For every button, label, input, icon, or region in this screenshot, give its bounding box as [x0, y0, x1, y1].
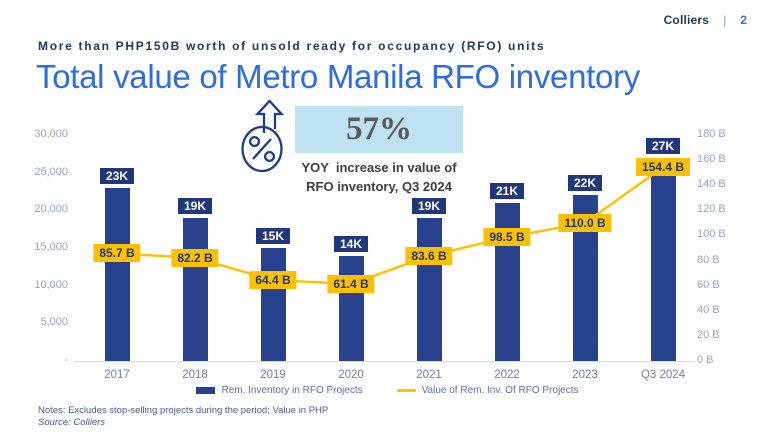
- line-point-label: 85.7 B: [93, 244, 141, 263]
- legend-bar-label: Rem. Inventory in RFO Projects: [221, 385, 363, 396]
- bar: [650, 157, 676, 361]
- left-axis-tick: 15,000: [34, 241, 68, 253]
- bar-value-label: 15K: [253, 226, 293, 246]
- x-axis-label: Q3 2024: [640, 369, 686, 381]
- up-arrow-outline: [254, 99, 285, 133]
- percent-dot-bottom: [263, 150, 276, 163]
- percent-dot-top: [248, 135, 261, 148]
- notes-line: Notes: Excludes stop-selling projects du…: [38, 405, 329, 416]
- header-separator: |: [723, 13, 727, 27]
- bar: [494, 202, 520, 361]
- right-axis-tick: 0 B: [697, 354, 714, 366]
- left-axis-tick: -: [64, 354, 68, 366]
- line-point-label: 110.0 B: [558, 213, 612, 232]
- slide-title: Total value of Metro Manila RFO inventor…: [36, 58, 640, 95]
- x-axis-line: [74, 361, 695, 362]
- x-axis-label: 2022: [494, 369, 520, 381]
- legend-bar-swatch: [196, 387, 216, 394]
- bar-value-label: 23K: [97, 165, 137, 186]
- line-point-label: 82.2 B: [171, 248, 219, 267]
- chart-legend: Rem. Inventory in RFO Projects Value of …: [0, 385, 775, 396]
- x-axis-label: 2019: [260, 369, 286, 381]
- bar-value-label: 22K: [565, 173, 605, 194]
- right-axis-tick: 180 B: [697, 128, 726, 140]
- header: Colliers | 2: [664, 13, 747, 27]
- bar: [182, 217, 208, 361]
- highlight-value: 57%: [346, 111, 412, 147]
- footnotes: Notes: Excludes stop-selling projects du…: [38, 405, 328, 428]
- right-axis-tick: 40 B: [697, 303, 720, 316]
- right-axis-tick: 140 B: [697, 178, 726, 191]
- line-point-label: 154.4 B: [635, 158, 691, 177]
- left-axis-tick: 5,000: [40, 316, 68, 329]
- line-point-label: 83.6 B: [405, 247, 453, 266]
- legend-line-swatch: [396, 389, 416, 392]
- bar-value-label: 19K: [409, 195, 449, 216]
- x-axis-label: 2017: [104, 369, 130, 381]
- bar: [104, 187, 130, 361]
- right-axis-tick: 80 B: [697, 253, 720, 266]
- x-axis-label: 2023: [572, 369, 598, 381]
- right-axis-tick: 120 B: [697, 203, 726, 216]
- bar-value-label: 14K: [331, 233, 371, 254]
- source-line: Source: Colliers: [38, 416, 106, 428]
- line-point-label: 61.4 B: [327, 274, 375, 293]
- line-point-label: 64.4 B: [249, 271, 297, 290]
- bar-value-label: 27K: [643, 135, 683, 156]
- legend-line-label: Value of Rem. Inv. Of RFO Projects: [421, 385, 579, 396]
- left-axis-tick: 30,000: [34, 128, 68, 140]
- left-axis-tick: 25,000: [34, 165, 68, 178]
- brand-logo-text: Colliers: [663, 13, 710, 27]
- x-axis-label: 2021: [416, 369, 442, 381]
- right-axis-tick: 60 B: [697, 278, 720, 291]
- right-axis-tick: 160 B: [697, 153, 726, 166]
- legend-item-bars: Rem. Inventory in RFO Projects: [196, 385, 363, 396]
- bar-value-label: 21K: [487, 180, 527, 201]
- right-axis-tick: 100 B: [697, 228, 726, 241]
- line-point-label: 98.5 B: [483, 228, 531, 247]
- bar: [416, 217, 442, 361]
- slide-subtitle: More than PHP150B worth of unsold ready …: [38, 39, 546, 53]
- percent-slash: [252, 138, 272, 160]
- x-axis-label: 2018: [182, 369, 208, 381]
- bar-value-label: 19K: [175, 195, 215, 216]
- right-axis-tick: 20 B: [697, 328, 720, 341]
- x-axis-label: 2020: [338, 369, 364, 381]
- highlight-value-box: 57%: [295, 106, 463, 153]
- left-axis-tick: 20,000: [34, 203, 68, 216]
- left-axis-tick: 10,000: [34, 278, 68, 291]
- page-number: 2: [740, 13, 747, 27]
- bar: [260, 248, 286, 361]
- bar: [338, 255, 364, 361]
- legend-item-line: Value of Rem. Inv. Of RFO Projects: [396, 385, 579, 396]
